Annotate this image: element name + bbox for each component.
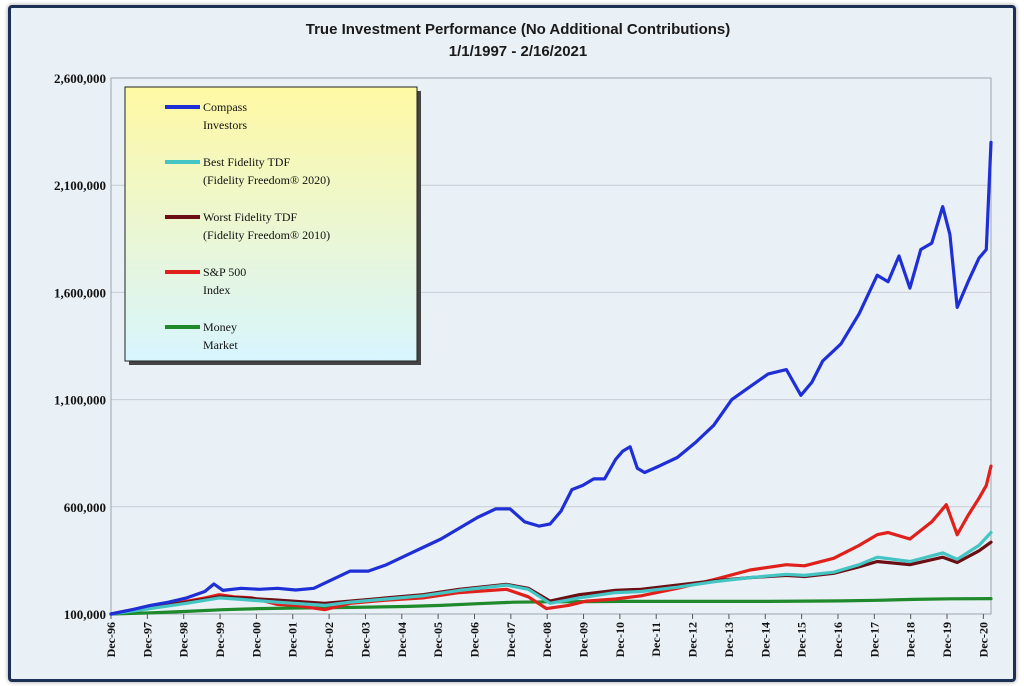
x-tick-label: Dec-13: [722, 622, 736, 657]
x-tick-label: Dec-03: [358, 622, 372, 657]
chart-subtitle: 1/1/1997 - 2/16/2021: [449, 43, 587, 60]
x-tick-label: Dec-99: [213, 622, 227, 657]
x-tick-label: Dec-15: [795, 622, 809, 657]
x-tick-label: Dec-98: [177, 622, 191, 657]
chart-frame: True Investment Performance (No Addition…: [8, 5, 1016, 682]
x-tick-label: Dec-14: [758, 622, 772, 657]
y-tick-label: 2,600,000: [54, 71, 106, 86]
legend-label: Best Fidelity TDF: [203, 155, 290, 169]
x-tick-label: Dec-05: [431, 622, 445, 657]
y-tick-label: 2,100,000: [54, 178, 106, 193]
y-axis-ticks: 100,000 600,000 1,100,000 1,600,000 2,100,00…: [54, 71, 106, 622]
legend-label: (Fidelity Freedom® 2020): [203, 173, 330, 187]
legend: Compass Investors Best Fidelity TDF (Fideli…: [124, 86, 421, 365]
plot-area: [110, 77, 992, 615]
x-tick-label: Dec-01: [286, 622, 300, 657]
chart-title: True Investment Performance (No Addition…: [306, 21, 730, 38]
series-line-2: [109, 540, 993, 616]
x-axis-ticks: Dec-96 Dec-97 Dec-98 Dec-99 Dec-00 Dec-01 Dec-…: [104, 614, 990, 657]
series-line-3: [109, 464, 993, 616]
x-tick-label: Dec-07: [504, 622, 518, 657]
legend-label: Market: [203, 338, 238, 352]
x-tick-label: Dec-12: [686, 622, 700, 657]
series-lines: [109, 140, 993, 616]
x-tick-label: Dec-18: [904, 622, 918, 657]
legend-label: Money: [203, 320, 237, 334]
y-tick-label: 1,600,000: [54, 285, 106, 300]
legend-label: Investors: [203, 118, 247, 132]
series-line-0: [109, 140, 993, 616]
x-tick-label: Dec-16: [831, 622, 845, 657]
x-tick-label: Dec-04: [395, 622, 409, 657]
y-tick-label: 600,000: [64, 500, 106, 515]
legend-label: Index: [203, 283, 230, 297]
x-tick-label: Dec-96: [104, 622, 118, 657]
legend-label: Worst Fidelity TDF: [203, 210, 297, 224]
x-tick-label: Dec-09: [577, 622, 591, 657]
x-tick-label: Dec-11: [649, 622, 663, 657]
x-tick-label: Dec-17: [867, 622, 881, 657]
chart-canvas: True Investment Performance (No Addition…: [54, 21, 993, 657]
x-tick-label: Dec-10: [613, 622, 627, 657]
x-tick-label: Dec-00: [249, 622, 263, 657]
x-tick-label: Dec-08: [540, 622, 554, 657]
x-tick-label: Dec-19: [940, 622, 954, 657]
y-tick-label: 1,100,000: [54, 393, 106, 408]
legend-box: [124, 86, 418, 362]
x-tick-label: Dec-97: [140, 622, 154, 657]
legend-label: Compass: [203, 100, 247, 114]
series-line-1: [109, 530, 993, 616]
legend-label: S&P 500: [203, 265, 246, 279]
legend-label: (Fidelity Freedom® 2010): [203, 228, 330, 242]
x-tick-label: Dec-06: [467, 622, 481, 657]
x-tick-label: Dec-20: [976, 622, 990, 657]
x-tick-label: Dec-02: [322, 622, 336, 657]
y-tick-label: 100,000: [64, 607, 106, 622]
